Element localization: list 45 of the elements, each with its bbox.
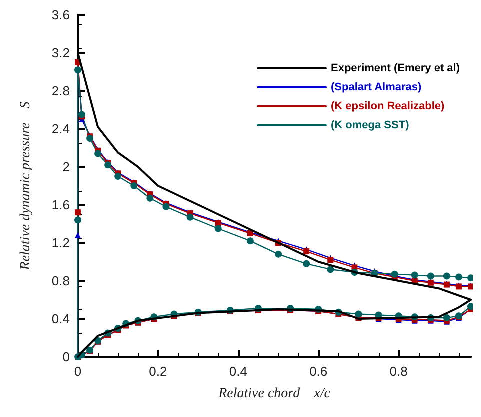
y-tick-label: 3.6 [52,8,70,22]
y-tick-label: 0 [62,350,70,364]
y-tick-label: 1.6 [52,198,70,212]
point [130,182,138,190]
x-tick-label: 0.6 [310,364,328,379]
point [75,232,81,238]
x-tick-label: 0.8 [390,364,408,379]
point [74,66,82,74]
point [275,250,282,258]
point [94,150,102,158]
y-tick-label: 3.2 [52,46,70,60]
point [186,214,194,221]
point [75,210,81,216]
point [303,260,310,268]
y-axis-title: Relative dynamic pressure S [18,102,34,272]
point [455,274,462,281]
y-tick-label: 2 [62,160,70,174]
point [162,203,170,210]
text: (K omega SST) [331,120,410,132]
point [114,173,122,180]
x-axis-title: Relative chord x/c [218,386,332,402]
point [427,272,434,280]
point [74,216,82,224]
point [443,272,450,280]
point [327,266,334,274]
y-tick-label: 1.2 [52,236,70,250]
point [78,111,86,118]
text: Experiment (Emery et al) [331,62,460,74]
x-tick-label: 0.2 [149,364,168,379]
point [443,314,450,322]
x-tick-label: 0 [74,364,82,379]
point [146,194,154,202]
y-tick-label: 2.4 [52,122,70,136]
y-tick-label: 2.8 [52,84,70,98]
point [246,238,254,245]
point [391,270,398,278]
y-tick-label: 0.4 [52,312,70,326]
x-tick-label: 0.4 [229,364,248,379]
text: (Spalart Almaras) [331,82,422,94]
point [355,310,362,318]
point [214,225,222,232]
point [411,272,418,279]
y-tick-label: 0.8 [52,274,70,288]
text: (K epsilon Realizable) [331,100,446,112]
point [104,162,112,169]
